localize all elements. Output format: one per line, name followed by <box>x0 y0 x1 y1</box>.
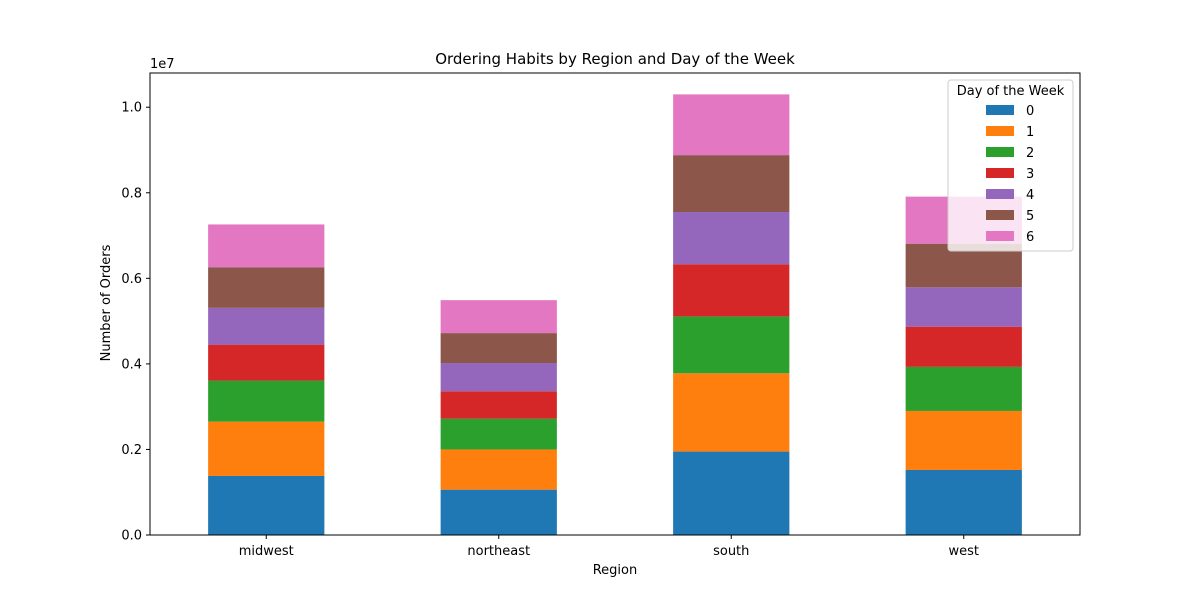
bar-northeast-day-4 <box>440 363 557 392</box>
bar-west-day-2 <box>905 366 1022 411</box>
legend-swatch-day-5 <box>986 210 1014 220</box>
legend-swatch-day-6 <box>986 231 1014 241</box>
x-tick-label: northeast <box>467 544 530 559</box>
x-tick-label: west <box>948 544 979 559</box>
bar-south-day-5 <box>673 155 790 213</box>
bar-midwest-day-1 <box>208 421 325 476</box>
bar-northeast-day-5 <box>440 333 557 364</box>
legend-label-day-4: 4 <box>1026 188 1034 203</box>
y-tick-label: 0.8 <box>121 186 142 201</box>
bars-layer <box>208 94 1022 535</box>
bar-northeast-day-3 <box>440 391 557 419</box>
bar-midwest-day-2 <box>208 380 325 422</box>
chart-title: Ordering Habits by Region and Day of the… <box>435 50 795 68</box>
bar-midwest-day-4 <box>208 307 325 345</box>
bar-west-day-0 <box>905 469 1022 535</box>
legend-box <box>947 79 1074 252</box>
y-tick-label: 0.4 <box>121 357 142 372</box>
bar-south-day-3 <box>673 264 790 317</box>
y-tick-label: 0.2 <box>121 443 142 458</box>
legend-label-day-1: 1 <box>1026 125 1034 140</box>
legend-label-day-2: 2 <box>1026 146 1034 161</box>
bar-south-day-1 <box>673 373 790 452</box>
legend-label-day-6: 6 <box>1026 230 1034 245</box>
plot-frame <box>149 72 1081 536</box>
bar-northeast-day-0 <box>440 489 557 535</box>
y-tick-label: 1.0 <box>121 101 142 116</box>
bar-northeast-day-2 <box>440 418 557 450</box>
bar-west-day-4 <box>905 287 1022 327</box>
bar-west-day-3 <box>905 326 1022 367</box>
bar-west-day-1 <box>905 410 1022 470</box>
legend-label-day-3: 3 <box>1026 167 1034 182</box>
y-scale-label: 1e7 <box>150 57 175 72</box>
legend-label-day-5: 5 <box>1026 209 1034 224</box>
legend-swatch-day-1 <box>986 126 1014 136</box>
bar-northeast-day-1 <box>440 449 557 490</box>
legend-title: Day of the Week <box>957 84 1065 99</box>
bar-midwest-day-6 <box>208 224 325 268</box>
x-tick-label: south <box>713 544 749 559</box>
y-tick-label: 0.6 <box>121 272 142 287</box>
legend-swatch-day-2 <box>986 147 1014 157</box>
legend: Day of the Week 0 1 2 3 4 5 6 <box>947 79 1074 252</box>
bar-south-day-2 <box>673 316 790 374</box>
bar-south-day-0 <box>673 451 790 535</box>
y-tick-label: 0.0 <box>121 529 142 544</box>
bar-midwest-day-0 <box>208 475 325 535</box>
bar-northeast-day-6 <box>440 300 557 334</box>
axes-layer: midwest northeast south west 0.0 0.2 0.4 0.6 0.8… <box>121 72 1081 559</box>
legend-label-day-0: 0 <box>1026 104 1034 119</box>
legend-swatch-day-3 <box>986 168 1014 178</box>
legend-swatch-day-0 <box>986 105 1014 115</box>
bar-midwest-day-5 <box>208 267 325 308</box>
y-axis-label: Number of Orders <box>99 244 114 361</box>
x-axis-label: Region <box>593 563 638 578</box>
bar-south-day-4 <box>673 212 790 265</box>
legend-swatch-day-4 <box>986 189 1014 199</box>
bar-south-day-6 <box>673 94 790 156</box>
bar-midwest-day-3 <box>208 344 325 381</box>
x-tick-label: midwest <box>239 544 294 559</box>
